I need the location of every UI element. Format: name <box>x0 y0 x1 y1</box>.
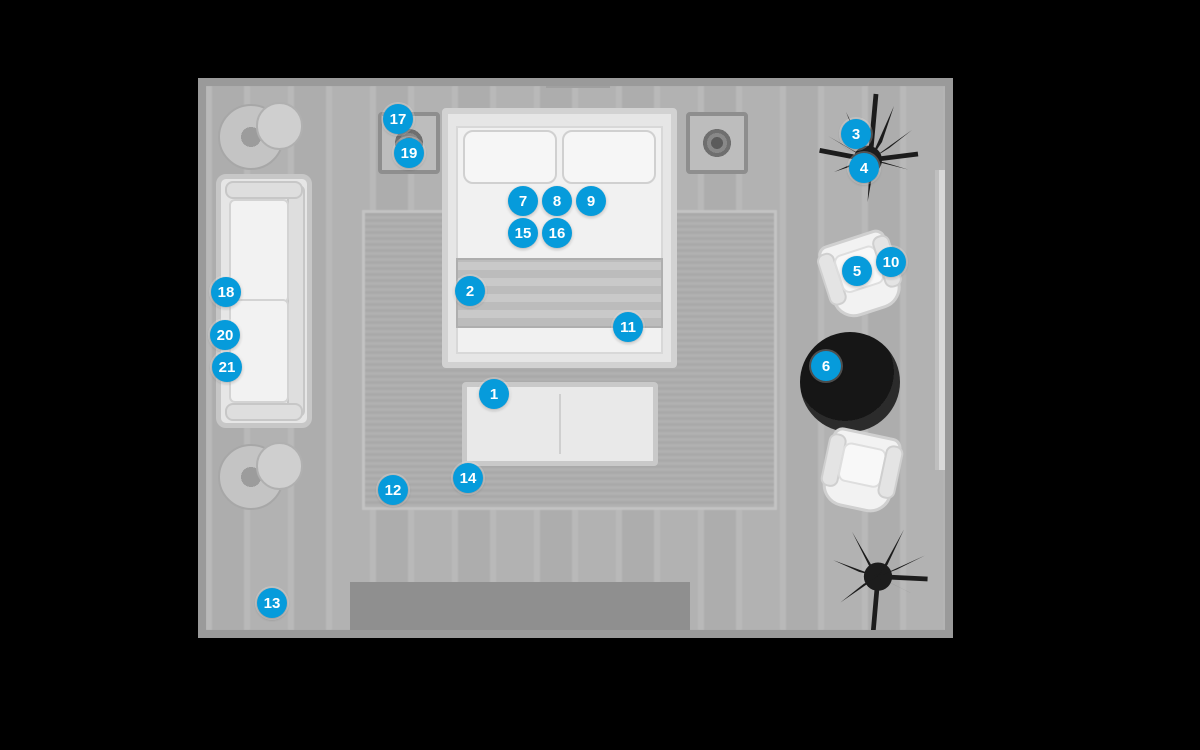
round-rug <box>800 332 900 432</box>
hotspot-2[interactable]: 2 <box>455 276 485 306</box>
page-root: 123456789101112131415161718192021 <box>0 0 1200 750</box>
pillow-left <box>463 130 557 184</box>
end-table-bottom <box>218 444 284 510</box>
hotspot-9[interactable]: 9 <box>576 186 606 216</box>
hotspot-21[interactable]: 21 <box>212 352 242 382</box>
hotspot-14[interactable]: 14 <box>453 463 483 493</box>
hotspot-8[interactable]: 8 <box>542 186 572 216</box>
hotspot-16[interactable]: 16 <box>542 218 572 248</box>
end-table-top <box>218 104 284 170</box>
hotspot-4[interactable]: 4 <box>849 153 879 183</box>
hotspot-12[interactable]: 12 <box>378 475 408 505</box>
window-right <box>935 170 953 470</box>
hotspot-15[interactable]: 15 <box>508 218 538 248</box>
hotspot-11[interactable]: 11 <box>613 312 643 342</box>
hotspot-10[interactable]: 10 <box>876 247 906 277</box>
hotspot-3[interactable]: 3 <box>841 119 871 149</box>
room-floorplan <box>198 78 953 638</box>
nightstand-right <box>686 112 748 174</box>
hotspot-13[interactable]: 13 <box>257 588 287 618</box>
hotspot-19[interactable]: 19 <box>394 138 424 168</box>
hotspot-6[interactable]: 6 <box>811 351 841 381</box>
hotspot-18[interactable]: 18 <box>211 277 241 307</box>
hotspot-1[interactable]: 1 <box>479 379 509 409</box>
door-top-opening <box>546 78 610 88</box>
hotspot-7[interactable]: 7 <box>508 186 538 216</box>
hotspot-20[interactable]: 20 <box>210 320 240 350</box>
hotspot-5[interactable]: 5 <box>842 256 872 286</box>
hotspot-17[interactable]: 17 <box>383 104 413 134</box>
pillow-right <box>562 130 656 184</box>
dresser <box>350 582 690 638</box>
